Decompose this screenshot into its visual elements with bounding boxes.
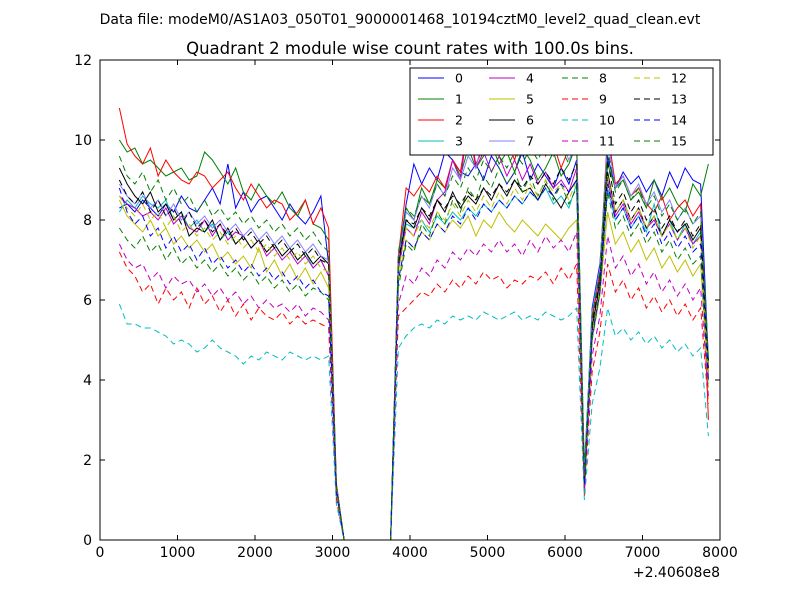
y-tick-label: 4 [83,373,92,389]
legend-label-6: 6 [526,113,534,128]
supertitle: Data file: modeM0/AS1A03_050T01_90000014… [100,12,701,28]
legend-label-1: 1 [455,92,463,107]
series-group [118,107,709,540]
legend-label-11: 11 [599,134,615,149]
series-line-5 [118,199,709,540]
x-tick-label: 0 [96,545,105,561]
series-line-8 [118,166,709,540]
legend-label-13: 13 [671,92,687,107]
legend-label-0: 0 [455,71,463,86]
series-line-13 [118,159,709,540]
x-tick-label: 6000 [547,545,583,561]
legend-box [409,67,714,156]
y-tick-label: 2 [83,453,92,469]
legend-label-15: 15 [671,134,687,149]
y-tick-label: 8 [83,213,92,229]
x-tick-label: 2000 [237,545,273,561]
series-line-0 [119,150,709,540]
series-line-11 [118,231,709,540]
legend-label-14: 14 [671,113,687,128]
legend-label-7: 7 [526,134,534,149]
series-line-15 [118,142,709,540]
y-tick-label: 10 [74,133,92,149]
legend-label-5: 5 [526,92,534,107]
series-line-10 [118,303,709,540]
legend-label-10: 10 [599,113,615,128]
x-tick-label: 1000 [160,545,196,561]
axis-ticks: 0 1000 2000 3000 4000 5000 6000 7000 80000246810… [74,53,738,561]
x-tick-label: 3000 [315,545,351,561]
x-tick-label: 8000 [702,545,738,561]
x-tick-label: 4000 [392,545,428,561]
legend-label-12: 12 [671,71,687,86]
series-line-12 [118,175,709,540]
series-line-14 [118,178,709,540]
series-line-9 [118,251,709,540]
legend-label-3: 3 [455,134,463,149]
legend-label-2: 2 [455,113,463,128]
legend-label-4: 4 [526,71,534,86]
y-tick-label: 6 [83,293,92,309]
x-tick-label: 7000 [625,545,661,561]
x-tick-label: 5000 [470,545,506,561]
legend-label-8: 8 [599,71,607,86]
series-line-7 [118,122,709,540]
y-tick-label: 0 [83,533,92,549]
legend-label-9: 9 [599,92,607,107]
series-line-6 [118,167,709,540]
y-tick-label: 12 [74,53,92,69]
chart-title: Quadrant 2 module wise count rates with … [186,39,634,58]
x-offset-label: +2.40608e8 [633,565,720,581]
